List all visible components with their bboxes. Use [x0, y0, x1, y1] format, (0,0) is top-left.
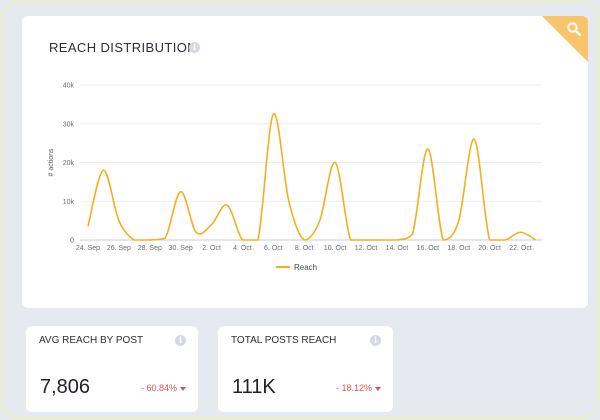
chart-title: REACH DISTRIBUTION	[49, 40, 198, 55]
total-posts-reach-card: TOTAL POSTS REACH i 111K - 18.12%	[218, 326, 393, 412]
x-tick-label: 12. Oct	[355, 245, 378, 252]
legend-label: Reach	[294, 263, 317, 272]
x-tick-label: 18. Oct	[447, 245, 470, 252]
info-icon[interactable]: i	[370, 335, 381, 346]
y-tick-label: 30k	[63, 121, 75, 128]
x-tick-label: 16. Oct	[417, 245, 440, 252]
stat-value: 111K	[232, 376, 276, 398]
y-tick-label: 0	[70, 238, 74, 245]
stat-title: AVG REACH BY POST	[39, 335, 144, 346]
y-axis: 0 10k 20k 30k 40k	[63, 83, 75, 245]
info-icon[interactable]: i	[189, 42, 200, 53]
x-tick-label: 26. Sep	[107, 245, 131, 252]
y-tick-label: 40k	[63, 83, 75, 90]
x-tick-label: 28. Sep	[138, 245, 162, 252]
stat-value: 7,806	[40, 376, 91, 398]
x-tick-label: 20. Oct	[478, 245, 501, 252]
y-tick-label: 10k	[63, 199, 75, 206]
x-tick-label: 24. Sep	[76, 245, 100, 252]
caret-down-icon	[375, 386, 381, 391]
legend[interactable]: Reach	[276, 263, 317, 272]
stat-change: - 60.84%	[141, 383, 186, 393]
series-layer	[87, 113, 537, 241]
x-tick-label: 22. Oct	[509, 245, 532, 252]
grid-lines	[80, 84, 542, 241]
series-line-reach[interactable]	[87, 113, 537, 241]
y-tick-label: 20k	[63, 160, 75, 167]
x-tick-label: 30. Sep	[169, 245, 193, 252]
caret-down-icon	[180, 386, 186, 391]
stat-change: - 18.12%	[336, 383, 381, 393]
x-tick-label: 10. Oct	[324, 245, 347, 252]
x-tick-label: 4. Oct	[233, 245, 252, 252]
x-tick-label: 8. Oct	[295, 245, 314, 252]
x-axis: 24. Sep 26. Sep 28. Sep 30. Sep 2. Oct 4. Oct…	[76, 245, 532, 252]
stat-change-text: - 60.84%	[140, 383, 177, 393]
reach-line-chart: 0 10k 20k 30k 40k 24. Sep 26. Sep 28. Sep 30. S…	[48, 83, 542, 272]
stat-change-text: - 18.12%	[335, 383, 372, 393]
avg-reach-card: AVG REACH BY POST i 7,806 - 60.84%	[26, 326, 198, 412]
x-tick-label: 6. Oct	[264, 245, 283, 252]
info-icon[interactable]: i	[175, 335, 186, 346]
x-tick-label: 14. Oct	[386, 245, 409, 252]
corner-tab[interactable]	[542, 16, 588, 62]
stat-title: TOTAL POSTS REACH	[231, 335, 337, 346]
x-tick-label: 2. Oct	[202, 245, 221, 252]
search-icon[interactable]	[566, 21, 582, 37]
y-axis-label: # actions	[48, 148, 55, 177]
reach-distribution-card: REACH DISTRIBUTION i 0 10k 20k 30k 40k 24. S…	[22, 16, 588, 308]
